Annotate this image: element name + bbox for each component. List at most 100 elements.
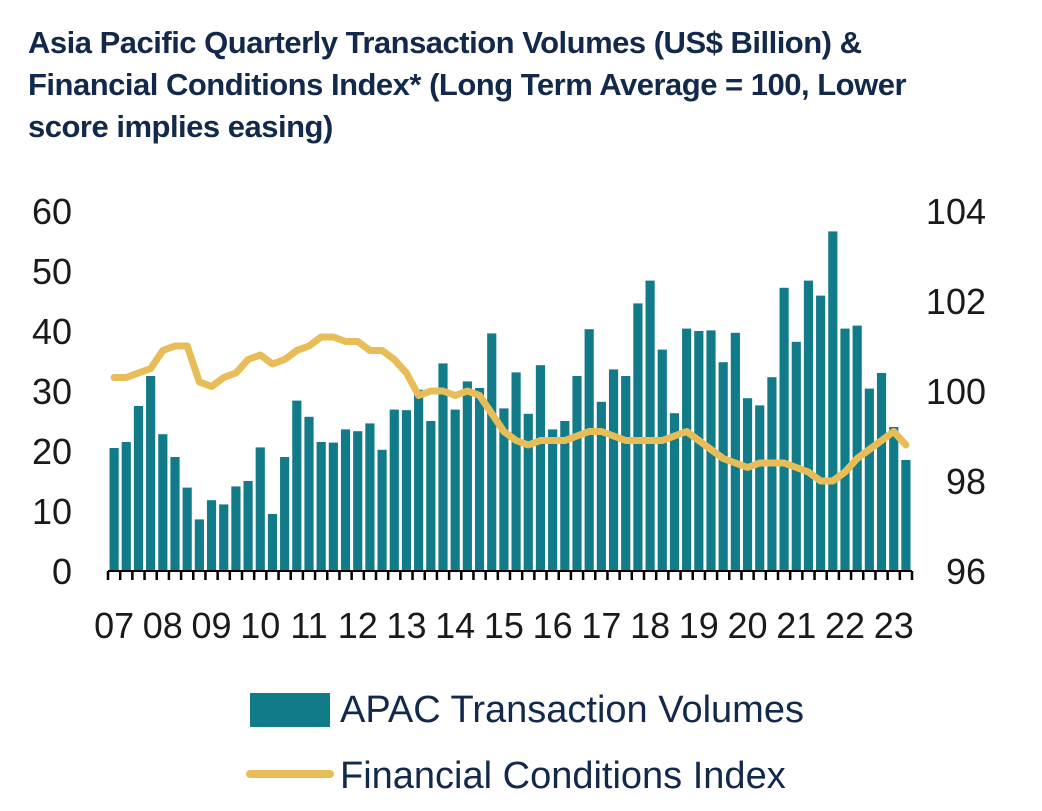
bar [755,405,765,571]
bar [718,362,728,571]
bar [243,481,253,571]
x-tick-label: 08 [143,605,183,646]
y-right-tick-label: 100 [926,371,986,412]
bar [219,504,229,571]
bar [462,381,472,571]
bar [901,460,911,571]
line-series [110,333,910,485]
bar [657,349,667,571]
bar [401,410,412,571]
bar [596,401,606,571]
bar [852,325,862,571]
bar [267,514,278,571]
bar [779,287,789,571]
bar [742,398,753,571]
bar [438,363,448,571]
legend-label-bar: APAC Transaction Volumes [340,689,804,731]
y-left-tick-label: 0 [52,551,72,592]
legend-label-line: Financial Conditions Index [340,755,786,797]
chart-title-line-1: Asia Pacific Quarterly Transaction Volum… [28,25,862,60]
bar [146,376,156,571]
legend: APAC Transaction Volumes Financial Condi… [246,689,804,797]
bar [645,280,655,571]
y-right-tick-label: 96 [946,551,986,592]
bar [450,409,460,571]
chart-title-line-3: score implies easing) [28,109,333,144]
bar [109,448,119,571]
x-tick-label: 13 [386,605,426,646]
bar [840,328,850,571]
bar [499,408,509,571]
x-tick-label: 21 [776,605,816,646]
legend-swatch-bar [250,693,330,727]
chart-title: Asia Pacific Quarterly Transaction Volum… [28,22,1008,148]
bar [206,500,217,571]
bar [791,341,801,571]
bar [523,413,533,571]
axes: 07 08 09 10 11 12 13 14 15 16 17 18 19 20 21 22 23010203… [32,191,986,646]
bar [535,365,546,571]
bar [828,231,838,571]
x-tick-label: 15 [484,605,524,646]
x-tick-label: 18 [630,605,670,646]
bar [133,406,144,571]
y-left-tick-label: 20 [32,431,72,472]
x-tick-label: 14 [435,605,475,646]
bar [182,487,192,571]
x-tick-label: 12 [338,605,378,646]
bar [426,421,436,571]
bar [608,369,619,571]
bar-series [109,231,911,571]
x-tick-label: 20 [728,605,768,646]
bar [328,442,338,571]
bar [694,331,704,571]
x-tick-label: 11 [290,605,327,646]
bar [572,376,582,571]
bar [730,332,740,571]
bar [121,442,131,571]
bar [280,457,290,571]
x-tick-label: 16 [533,605,573,646]
y-left-tick-label: 30 [32,371,72,412]
x-tick-label: 09 [192,605,232,646]
bar [353,431,363,571]
bar [816,295,826,571]
y-left-tick-label: 10 [32,491,72,532]
bar [474,388,485,571]
bar [340,429,351,571]
fci-line [110,333,910,485]
y-right-tick-label: 102 [926,281,986,322]
bar [767,377,777,571]
y-left-tick-label: 60 [32,191,72,232]
x-tick-label: 23 [874,605,914,646]
bar [876,373,887,571]
bar [511,372,521,571]
bar [864,388,874,571]
bar [377,449,387,571]
bar [584,329,594,571]
x-tick-label: 22 [825,605,865,646]
bar [389,409,399,571]
bar [487,333,497,571]
x-tick-label: 19 [679,605,719,646]
bar [414,389,424,571]
bar [170,457,180,571]
bar [158,434,168,571]
bar [365,423,375,571]
y-left-tick-label: 40 [32,311,72,352]
y-right-tick-label: 98 [946,461,986,502]
bar [669,413,680,571]
x-tick-label: 17 [581,605,621,646]
bar [292,400,302,571]
bar [682,328,692,571]
y-right-tick-label: 104 [926,191,986,232]
bar [803,280,814,571]
bar [255,447,265,571]
bar [548,429,558,571]
bar [304,416,314,571]
x-tick-label: 10 [240,605,280,646]
bar [194,519,204,571]
bar [560,421,570,571]
x-tick-label: 07 [94,605,134,646]
